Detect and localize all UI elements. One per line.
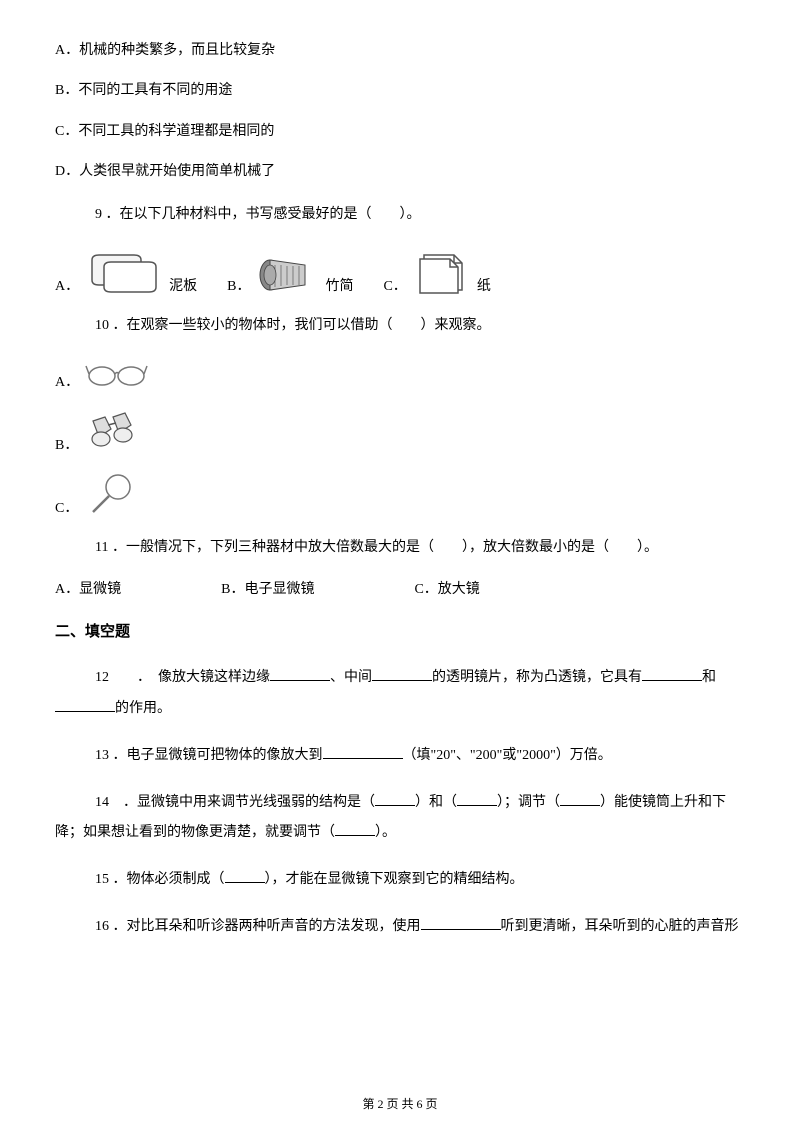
- q10-choice-b: B．: [55, 409, 745, 454]
- q11-c: C．放大镜: [414, 578, 479, 598]
- q9-a-label: A．: [55, 275, 79, 295]
- q10-choice-a: A．: [55, 356, 745, 391]
- q12-p3: 的透明镜片，称为凸透镜，它具有: [432, 670, 642, 685]
- option-d: D．人类很早就开始使用简单机械了: [55, 161, 745, 183]
- q13-p1: 13 ．电子显微镜可把物体的像放大到: [95, 748, 323, 763]
- blank: [323, 745, 403, 759]
- q9-choice-c: C． 纸: [383, 245, 490, 295]
- magnifier-icon: [83, 472, 138, 517]
- q14-p3: ）；调节（: [497, 795, 560, 810]
- q11-choices: A．显微镜 B．电子显微镜 C．放大镜: [55, 578, 745, 598]
- blank: [457, 792, 497, 806]
- glasses-icon: [84, 356, 149, 391]
- option-c: C．不同工具的科学道理都是相同的: [55, 121, 745, 143]
- blank: [375, 792, 415, 806]
- q10-a-label: A．: [55, 371, 79, 391]
- paper-icon: [412, 245, 472, 295]
- q14-p5: ）。: [375, 825, 396, 840]
- blank: [225, 869, 265, 883]
- q9-b-label: B．: [227, 275, 250, 295]
- q10-b-label: B．: [55, 434, 78, 454]
- blank: [335, 822, 375, 836]
- q11-b: B．电子显微镜: [221, 578, 314, 598]
- question-13: 13 ．电子显微镜可把物体的像放大到 （填"20"、"200"或"2000"）万倍…: [55, 741, 745, 772]
- q16-p1: 16 ．对比耳朵和听诊器两种听声音的方法发现，使用: [95, 919, 421, 934]
- q9-choice-b: B． 竹简: [227, 245, 353, 295]
- question-11: 11 ．一般情况下，下列三种器材中放大倍数最大的是（ ），放大倍数最小的是（ ）…: [55, 535, 745, 560]
- option-b: B．不同的工具有不同的用途: [55, 80, 745, 102]
- page-footer: 第 2 页 共 6 页: [0, 1095, 800, 1112]
- q12-p2: 、中间: [330, 670, 372, 685]
- blank: [55, 698, 115, 712]
- q9-a-text: 泥板: [169, 275, 197, 295]
- q9-b-text: 竹简: [325, 275, 353, 295]
- clay-tablet-icon: [84, 245, 164, 295]
- q15-p1: 15 ．物体必须制成（: [95, 872, 225, 887]
- bamboo-scroll-icon: [255, 245, 320, 295]
- question-14: 14 ．显微镜中用来调节光线强弱的结构是（）和（）；调节（）能使镜筒上升和下降；…: [55, 788, 745, 850]
- blank: [560, 792, 600, 806]
- q15-p2: ），才能在显微镜下观察到它的精细结构。: [265, 872, 524, 887]
- question-9: 9 ．在以下几种材料中，书写感受最好的是（ ）。: [55, 202, 745, 227]
- q12-p4: 和: [702, 670, 716, 685]
- q9-choices: A． 泥板 B． 竹简 C．: [55, 245, 745, 295]
- option-a: A．机械的种类繁多，而且比较复杂: [55, 40, 745, 62]
- q13-p2: （填"20"、"200"或"2000"）万倍。: [403, 748, 612, 763]
- blank: [270, 667, 330, 681]
- q10-c-label: C．: [55, 497, 78, 517]
- blank: [642, 667, 702, 681]
- blank: [421, 916, 501, 930]
- q14-p2: ）和（: [415, 795, 457, 810]
- q9-choice-a: A． 泥板: [55, 245, 197, 295]
- q11-a: A．显微镜: [55, 578, 121, 598]
- question-16: 16 ．对比耳朵和听诊器两种听声音的方法发现，使用 听到更清晰，耳朵听到的心脏的声…: [55, 912, 745, 943]
- q14-p1: 14 ．显微镜中用来调节光线强弱的结构是（: [55, 795, 375, 810]
- blank: [372, 667, 432, 681]
- question-10: 10 ．在观察一些较小的物体时，我们可以借助（ ）来观察。: [55, 313, 745, 338]
- question-15: 15 ．物体必须制成（ ），才能在显微镜下观察到它的精细结构。: [55, 865, 745, 896]
- section-2-header: 二、填空题: [55, 620, 745, 641]
- q12-p1: 12 ． 像放大镜这样边缘: [55, 670, 270, 685]
- q9-c-label: C．: [383, 275, 406, 295]
- question-12: 12 ． 像放大镜这样边缘 、中间 的透明镜片，称为凸透镜，它具有 和的作用。: [55, 663, 745, 725]
- q16-p2: 听到更清晰，耳朵听到的心脏的声音形: [501, 919, 739, 934]
- q10-choice-c: C．: [55, 472, 745, 517]
- q12-p5: 的作用。: [115, 701, 171, 716]
- q9-c-text: 纸: [477, 275, 491, 295]
- binoculars-icon: [83, 409, 148, 454]
